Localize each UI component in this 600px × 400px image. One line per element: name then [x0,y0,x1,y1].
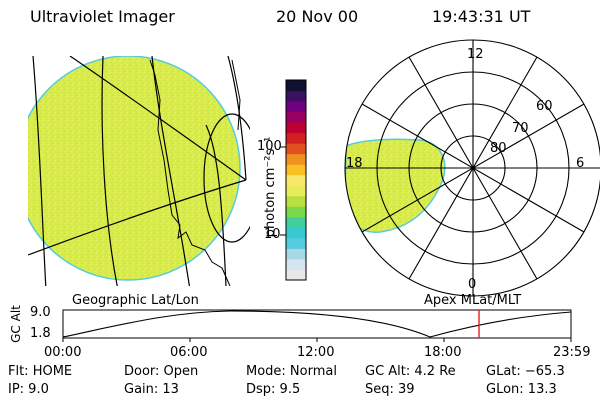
colorbar-swatch [286,143,306,155]
polar-lat-80: 80 [490,141,507,156]
earth-disk [28,56,241,281]
instrument-title: Ultraviolet Imager [30,7,175,26]
altitude-y-min: 1.8 [30,326,51,341]
altitude-axis-title: GC Alt [9,305,23,343]
colorbar-unit-label: photon cm⁻²s⁻¹ [263,136,278,238]
altitude-y-max: 9.0 [30,305,51,320]
polar-mlt-0: 0 [468,277,477,292]
map-projection-label: Geographic Lat/Lon [72,293,199,308]
polar-grid [344,39,600,297]
colorbar-swatch [286,216,306,228]
status-glat: GLat: −65.3 [486,364,565,379]
altitude-x-tick: 12:00 [297,345,335,360]
date-label: 20 Nov 00 [276,7,359,26]
polar-lat-60: 60 [536,99,553,114]
altitude-x-tick: 00:00 [44,345,82,360]
colorbar-swatch [286,195,306,207]
polar-mlt-12: 12 [467,47,484,62]
colorbar-swatch [286,153,306,165]
status-flight: Flt: HOME [8,364,73,379]
colorbar-swatch [286,164,306,176]
polar-mlt-6: 6 [576,156,585,171]
coastline [149,59,231,286]
altitude-x-tick: 06:00 [170,345,208,360]
colorbar-swatch [286,122,306,134]
status-mode: Mode: Normal [246,364,337,379]
status-dsp: Dsp: 9.5 [246,382,301,397]
colorbar-swatch [286,132,306,144]
colorbar-label-100: 100 [257,139,282,154]
polar-lat-70: 70 [512,121,529,136]
altitude-plot [62,309,572,342]
colorbar-swatch [286,185,306,197]
colorbar-label-10: 10 [264,227,281,242]
time-label: 19:43:31 UT [432,7,531,26]
altitude-ticks [62,338,572,342]
coastline-east [231,59,241,131]
colorbar-swatch [286,237,306,249]
status-seq: Seq: 39 [365,382,415,397]
colorbar-frame [285,79,307,281]
colorbar-swatch [286,258,306,270]
colorbar [280,79,307,281]
colorbar-swatch [286,111,306,123]
colorbar-swatch [286,269,306,281]
colorbar-swatch [286,80,306,92]
polar-plot [344,39,600,297]
polar-mlt-18: 18 [346,156,363,171]
altitude-x-tick: 23:59 [553,345,591,360]
colorbar-swatch [286,248,306,260]
polar-projection-label: Apex MLat/MLT [424,293,522,308]
status-gc-alt: GC Alt: 4.2 Re [365,364,456,379]
altitude-x-tick: 18:00 [424,345,462,360]
colorbar-swatch [286,90,306,102]
status-door: Door: Open [124,364,199,379]
altitude-curve [62,310,572,338]
colorbar-swatch [286,101,306,113]
auroral-oval [345,138,446,233]
status-gain: Gain: 13 [124,382,179,397]
colorbar-swatch [286,174,306,186]
colorbar-swatch [286,206,306,218]
lat-lon-grid [28,56,250,286]
colorbar-swatch [286,227,306,239]
status-glon: GLon: 13.3 [486,382,557,397]
geographic-image [28,56,250,286]
status-ip: IP: 9.0 [8,382,49,397]
